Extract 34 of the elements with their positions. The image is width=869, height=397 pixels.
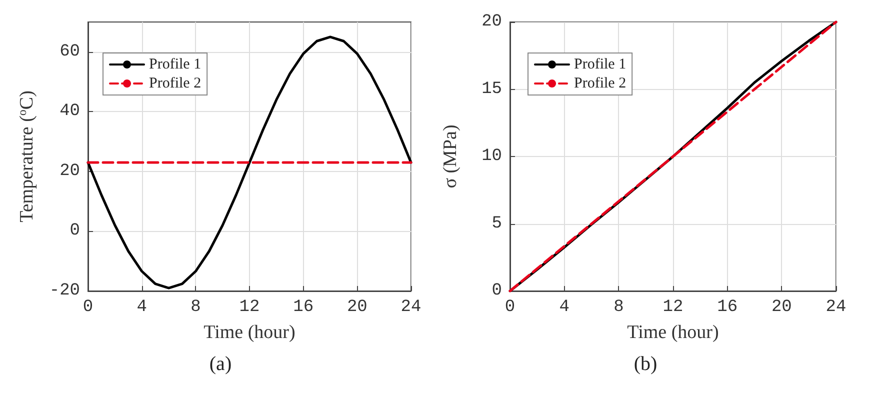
legend-label: Profile 2 — [574, 76, 626, 92]
x-tick-label: 12 — [239, 298, 260, 317]
y-axis-title: Temperature (oC) — [15, 90, 38, 222]
x-axis-title: Time (hour) — [204, 322, 296, 343]
y-tick-label: 20 — [60, 162, 80, 181]
x-tick-label: 16 — [293, 298, 314, 317]
x-tick-label: 0 — [504, 298, 516, 317]
x-tick-label: 24 — [826, 298, 846, 317]
y-axis-title: σ (MPa) — [440, 124, 461, 188]
x-tick-label: 4 — [559, 298, 570, 317]
legend-label: Profile 2 — [149, 76, 202, 92]
y-tick-label: 20 — [482, 12, 502, 32]
x-tick-label: 12 — [662, 298, 684, 317]
x-tick-label: 20 — [771, 298, 792, 317]
text: (b) — [634, 353, 658, 375]
x-tick-label: 0 — [82, 298, 94, 317]
legend-label: Profile 1 — [149, 56, 202, 72]
text: (a) — [209, 353, 232, 375]
y-tick-label: 15 — [482, 80, 502, 99]
y-tick-label: -20 — [49, 282, 80, 300]
x-tick-label: 4 — [136, 298, 147, 317]
x-tick-label: 24 — [400, 298, 422, 317]
y-tick-label: 10 — [482, 147, 502, 166]
x-tick-label: 20 — [346, 298, 368, 317]
legend-label: Profile 1 — [574, 56, 626, 72]
y-tick-label: 5 — [492, 214, 502, 234]
y-tick-label: 60 — [60, 42, 80, 62]
y-tick-label: 40 — [60, 102, 80, 122]
x-tick-label: 16 — [717, 298, 738, 317]
y-tick-label: 0 — [492, 282, 502, 300]
x-axis-title: Time (hour) — [627, 322, 719, 343]
y-tick-label: 0 — [70, 222, 80, 241]
x-tick-label: 8 — [614, 298, 624, 317]
x-tick-label: 8 — [190, 298, 201, 317]
